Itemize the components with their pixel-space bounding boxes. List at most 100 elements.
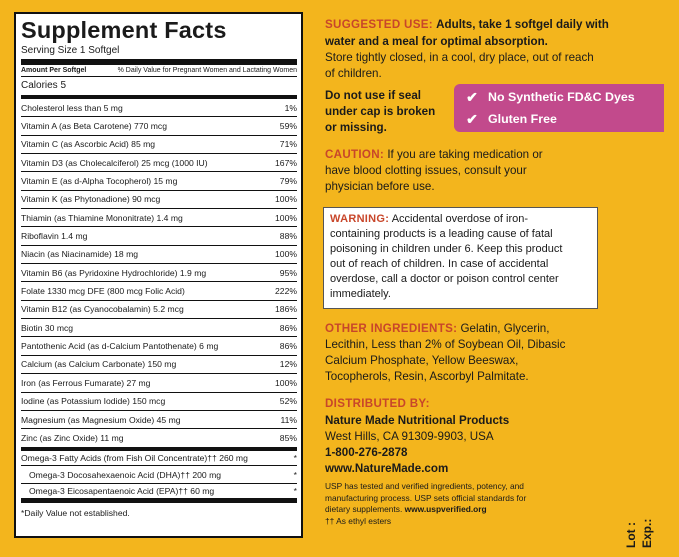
caution-line1: CAUTION: If you are taking medication or	[325, 147, 675, 163]
nutrient-daily-value: 71%	[279, 139, 297, 150]
nutrient-row: Iron (as Ferrous Fumarate) 27 mg 100%	[21, 374, 297, 393]
nutrient-daily-value: 59%	[279, 121, 297, 132]
nutrient-daily-value: 186%	[275, 304, 297, 315]
usp-text3-line: dietary supplements. www.uspverified.org	[325, 504, 615, 516]
nutrient-row: Calcium (as Calcium Carbonate) 150 mg 12%	[21, 356, 297, 375]
nutrient-row: Riboflavin 1.4 mg 88%	[21, 227, 297, 246]
warning-text5: overdose, call a doctor or poison contro…	[330, 273, 559, 285]
distributed-by-heading: DISTRIBUTED BY:	[325, 397, 430, 410]
nutrient-label: Vitamin B12 (as Cyanocobalamin) 5.2 mcg	[21, 304, 184, 315]
company-name: Nature Made Nutritional Products	[325, 414, 510, 427]
supplement-facts-title: Supplement Facts	[21, 17, 227, 43]
nutrient-daily-value: 52%	[279, 396, 297, 407]
nutrient-label: Thiamin (as Thiamine Mononitrate) 1.4 mg	[21, 212, 183, 223]
nutrient-row: Niacin (as Niacinamide) 18 mg 100%	[21, 246, 297, 265]
badge-row-gluten: ✔ Gluten Free	[454, 108, 664, 130]
nutrient-label: Vitamin A (as Beta Carotene) 770 mcg	[21, 121, 168, 132]
caution-text1: If you are taking medication or	[387, 148, 543, 161]
nutrient-row: Vitamin K (as Phytonadione) 90 mcg 100%	[21, 191, 297, 210]
nutrient-daily-value: 85%	[279, 432, 297, 443]
omega-label: Omega-3 Docosahexaenoic Acid (DHA)†† 200…	[29, 469, 222, 480]
warning-text4: out of reach of children. In case of acc…	[330, 258, 549, 270]
nutrient-daily-value: 79%	[279, 176, 297, 187]
nutrient-daily-value: 222%	[275, 286, 297, 297]
usp-text3: dietary supplements.	[325, 504, 403, 514]
omega-row: Omega-3 Docosahexaenoic Acid (DHA)†† 200…	[21, 466, 297, 485]
nutrient-row: Vitamin A (as Beta Carotene) 770 mcg 59%	[21, 117, 297, 136]
other-ingredients-text4: Tocopherols, Resin, Ascorbyl Palmitate.	[325, 370, 529, 383]
nutrient-row: Pantothenic Acid (as d-Calcium Pantothen…	[21, 337, 297, 356]
nutrient-label: Pantothenic Acid (as d-Calcium Pantothen…	[21, 341, 219, 352]
usp-url: www.uspverified.org	[404, 504, 487, 514]
caution-text3: physician before use.	[325, 180, 435, 193]
nutrient-label: Riboflavin 1.4 mg	[21, 231, 88, 242]
daily-value-label: % Daily Value for Pregnant Women and Lac…	[117, 67, 297, 74]
nutrient-label: Biotin 30 mcg	[21, 322, 74, 333]
nutrient-daily-value: 100%	[275, 194, 297, 205]
omega-daily-value: *	[293, 469, 297, 480]
nutrient-row: Vitamin B6 (as Pyridoxine Hydrochloride)…	[21, 264, 297, 283]
nutrient-label: Cholesterol less than 5 mg	[21, 102, 123, 113]
nutrient-label: Iron (as Ferrous Fumarate) 27 mg	[21, 377, 151, 388]
nutrient-daily-value: 100%	[275, 377, 297, 388]
other-ingredients-line1: OTHER INGREDIENTS: Gelatin, Glycerin,	[325, 321, 675, 337]
nutrient-label: Vitamin K (as Phytonadione) 90 mcg	[21, 194, 161, 205]
nutrient-row: Folate 1330 mcg DFE (800 mcg Folic Acid)…	[21, 282, 297, 301]
other-ingredients-heading: OTHER INGREDIENTS:	[325, 322, 458, 335]
omega-row: Omega-3 Fatty Acids (from Fish Oil Conce…	[21, 447, 297, 466]
other-ingredients-text1: Gelatin, Glycerin,	[460, 322, 550, 335]
storage-text2: of children.	[325, 67, 382, 80]
company-address: West Hills, CA 91309-9903, USA	[325, 430, 494, 443]
omega-rows: Omega-3 Fatty Acids (from Fish Oil Conce…	[21, 447, 297, 503]
warning-line1: WARNING: Accidental overdose of iron-	[330, 212, 591, 227]
right-panel: SUGGESTED USE: Adults, take 1 softgel da…	[312, 0, 679, 557]
supplement-facts-panel: Supplement Facts Serving Size 1 Softgel …	[14, 12, 303, 538]
amount-per-serving-label: Amount Per Softgel	[21, 67, 87, 74]
nutrient-daily-value: 100%	[275, 212, 297, 223]
seal-text2: under cap is broken	[325, 105, 436, 118]
nutrient-label: Vitamin E (as d-Alpha Tocopherol) 15 mg	[21, 176, 178, 187]
suggested-use-text: Adults, take 1 softgel daily with	[436, 18, 609, 31]
ethyl-esters-note: †† As ethyl esters	[325, 515, 392, 526]
nutrient-row: Iodine (as Potassium Iodide) 150 mcg 52%	[21, 393, 297, 411]
badge-no-dyes: No Synthetic FD&C Dyes	[488, 90, 635, 104]
omega-label: Omega-3 Fatty Acids (from Fish Oil Conce…	[21, 452, 248, 463]
nutrient-row: Vitamin E (as d-Alpha Tocopherol) 15 mg 7…	[21, 172, 297, 191]
nutrient-row: Cholesterol less than 5 mg 1%	[21, 99, 297, 118]
left-panel: Supplement Facts Serving Size 1 Softgel …	[0, 0, 312, 557]
nutrient-label: Vitamin B6 (as Pyridoxine Hydrochloride)…	[21, 267, 207, 278]
company-website: www.NatureMade.com	[325, 462, 449, 475]
nutrient-row: Thiamin (as Thiamine Mononitrate) 1.4 mg…	[21, 209, 297, 228]
nutrient-label: Magnesium (as Magnesium Oxide) 45 mg	[21, 414, 181, 425]
lot-exp-area: Lot : Exp.:	[624, 498, 664, 550]
claims-badge: ✔ No Synthetic FD&C Dyes ✔ Gluten Free	[454, 84, 664, 132]
nutrient-daily-value: 11%	[280, 414, 297, 425]
checkmark-icon: ✔	[466, 88, 478, 105]
lot-label: Lot :	[624, 522, 638, 548]
facts-header-row: Amount Per Softgel % Daily Value for Pre…	[21, 65, 297, 77]
nutrient-row: Vitamin C (as Ascorbic Acid) 85 mg 71%	[21, 136, 297, 155]
warning-text6: immediately.	[330, 288, 391, 300]
nutrient-row: Biotin 30 mcg 86%	[21, 319, 297, 338]
other-ingredients-text3: Calcium Phosphate, Yellow Beeswax,	[325, 354, 519, 367]
serving-size: Serving Size 1 Softgel	[21, 45, 297, 65]
nutrient-daily-value: 88%	[279, 231, 297, 242]
nutrient-label: Niacin (as Niacinamide) 18 mg	[21, 249, 139, 260]
nutrient-label: Folate 1330 mcg DFE (800 mcg Folic Acid)	[21, 286, 185, 297]
exp-label: Exp.:	[640, 518, 654, 548]
omega-label: Omega-3 Eicosapentaenoic Acid (EPA)†† 60…	[29, 485, 215, 496]
nutrient-label: Zinc (as Zinc Oxide) 11 mg	[21, 432, 124, 443]
nutrient-row: Magnesium (as Magnesium Oxide) 45 mg 11%	[21, 411, 297, 430]
nutrient-daily-value: 86%	[279, 341, 297, 352]
caution-text2: have blood clotting issues, consult your	[325, 164, 527, 177]
nutrient-label: Calcium (as Calcium Carbonate) 150 mg	[21, 359, 177, 370]
storage-text1: Store tightly closed, in a cool, dry pla…	[325, 51, 594, 64]
nutrient-daily-value: 1%	[284, 102, 297, 113]
nutrient-label: Vitamin C (as Ascorbic Acid) 85 mg	[21, 139, 156, 150]
warning-text3: poisoning in children under 6. Keep this…	[330, 243, 563, 255]
company-phone: 1-800-276-2878	[325, 446, 408, 459]
suggested-use-line1: SUGGESTED USE: Adults, take 1 softgel da…	[325, 17, 675, 33]
nutrient-row: Vitamin B12 (as Cyanocobalamin) 5.2 mcg 1…	[21, 301, 297, 320]
badge-gluten-free: Gluten Free	[488, 112, 557, 126]
warning-text1: Accidental overdose of iron-	[391, 213, 529, 225]
